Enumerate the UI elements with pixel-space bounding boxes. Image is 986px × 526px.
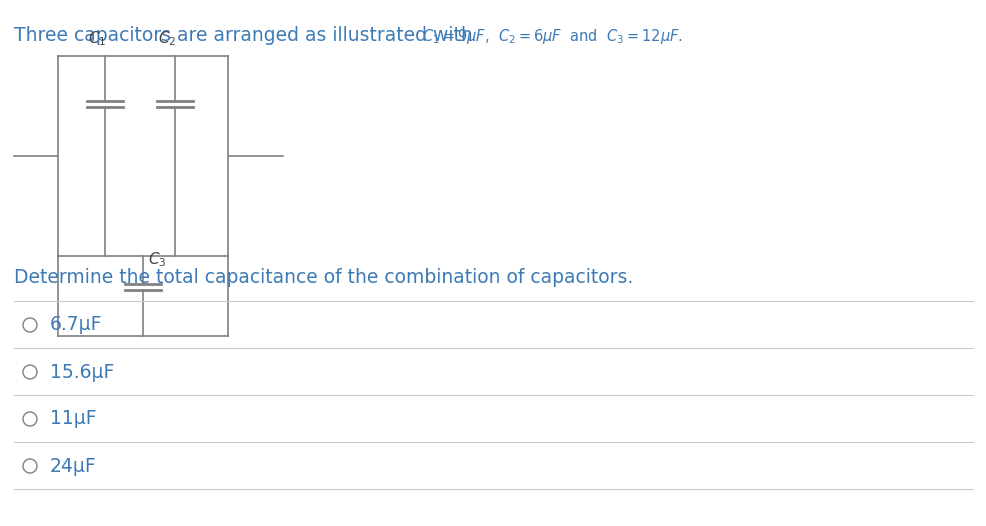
Text: Determine the total capacitance of the combination of capacitors.: Determine the total capacitance of the c… [14,268,633,287]
Text: 24μF: 24μF [50,457,97,476]
Text: 6.7μF: 6.7μF [50,316,103,335]
Text: $C_2$: $C_2$ [158,29,176,48]
Text: 15.6μF: 15.6μF [50,362,114,381]
Text: 11μF: 11μF [50,410,97,429]
Text: $C_1$: $C_1$ [88,29,106,48]
Text: $C_1 = 9\mu F$,  $C_2 = 6\mu F$  and  $C_3 = 12\mu F$.: $C_1 = 9\mu F$, $C_2 = 6\mu F$ and $C_3 … [422,27,682,46]
Text: $C_3$: $C_3$ [148,250,167,269]
Text: Three capacitors are arranged as illustrated with: Three capacitors are arranged as illustr… [14,26,478,45]
